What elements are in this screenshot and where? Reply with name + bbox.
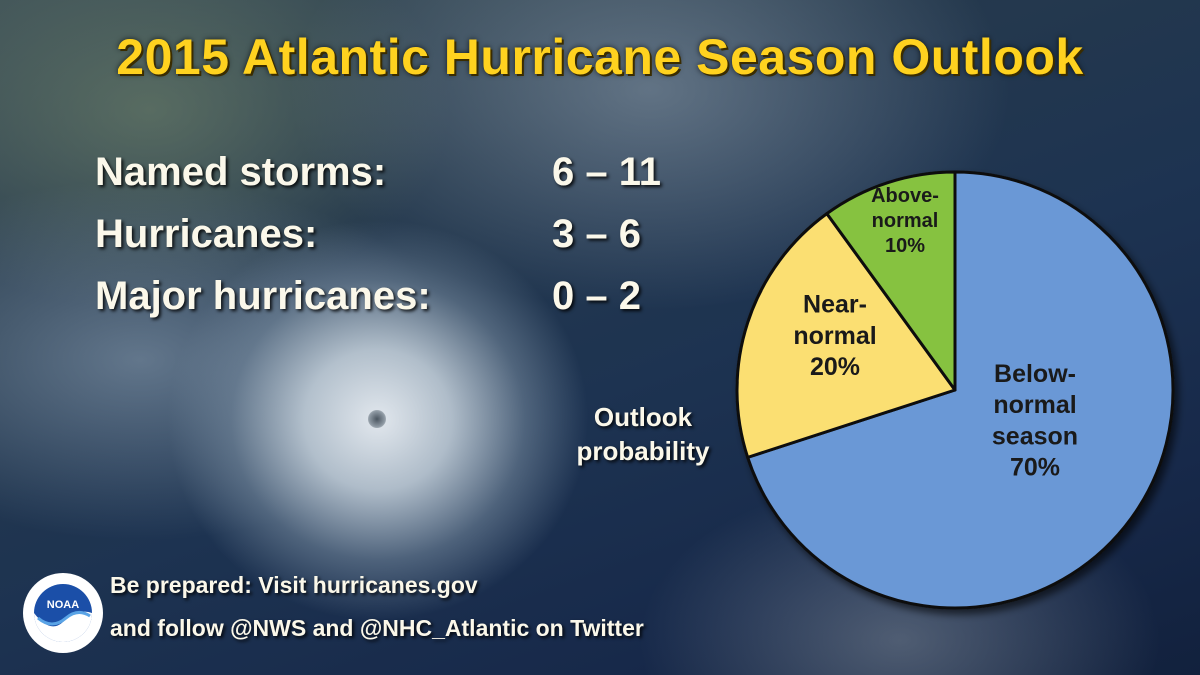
stat-label-hurricanes: Hurricanes: xyxy=(95,212,318,256)
noaa-logo-text: NOAA xyxy=(47,599,79,611)
noaa-logo-icon: NOAA xyxy=(23,573,103,653)
page-title: 2015 Atlantic Hurricane Season Outlook xyxy=(116,29,1084,85)
stat-value-major-hurricanes: 0 – 2 xyxy=(552,274,641,318)
pie-label-below-normal-season: Below-normal season 70% xyxy=(992,360,1078,482)
stat-value-hurricanes: 3 – 6 xyxy=(552,212,641,256)
pie-slice-above-normal xyxy=(825,170,957,392)
footer-line-2: and follow @NWS and @NHC_Atlantic on Twi… xyxy=(110,615,644,641)
footer-line-1: Be prepared: Visit hurricanes.gov xyxy=(110,572,478,598)
stat-value-named-storms: 6 – 11 xyxy=(552,150,662,194)
pie-label-near-normal: Near-normal 20% xyxy=(793,291,876,382)
chart-title: Outlook probability xyxy=(576,402,710,466)
stat-label-named-storms: Named storms: xyxy=(95,150,387,194)
pie-label-above-normal: Above-normal 10% xyxy=(871,185,939,257)
pie-slice-near-normal xyxy=(735,212,957,459)
pie-slice-below-normal-season xyxy=(746,170,1175,610)
hurricane-eye xyxy=(368,410,386,428)
stat-label-major-hurricanes: Major hurricanes: xyxy=(95,274,431,318)
